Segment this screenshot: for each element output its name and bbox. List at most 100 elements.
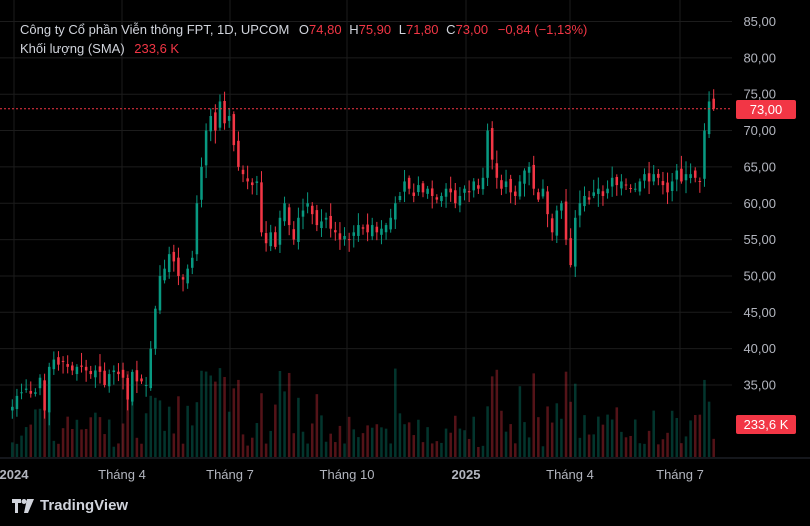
candle-body bbox=[380, 228, 383, 235]
candle-body bbox=[301, 210, 305, 217]
volume-bar bbox=[80, 429, 83, 457]
volume-bar bbox=[638, 443, 642, 457]
candle-body bbox=[158, 275, 162, 311]
candle-body bbox=[167, 254, 171, 273]
volume-bar bbox=[172, 433, 176, 457]
volume-bar bbox=[684, 436, 688, 457]
volume-bar bbox=[61, 428, 65, 457]
volume-bar bbox=[454, 415, 457, 457]
volume-bar bbox=[698, 414, 702, 457]
last-price-tag: 73,00 bbox=[736, 100, 796, 119]
volume-bar bbox=[430, 443, 434, 457]
volume-bar bbox=[661, 439, 665, 457]
volume-bar bbox=[657, 444, 660, 457]
volume-bar bbox=[218, 368, 222, 457]
candle-body bbox=[334, 230, 337, 233]
volume-bar bbox=[190, 425, 194, 457]
candle-body bbox=[610, 177, 614, 187]
candle-body bbox=[57, 357, 60, 365]
volume-bar bbox=[38, 408, 42, 457]
candle-body bbox=[666, 182, 669, 193]
brand-name: TradingView bbox=[40, 497, 129, 514]
candle-body bbox=[126, 377, 129, 400]
candle-body bbox=[573, 217, 577, 267]
volume-bar bbox=[389, 443, 392, 457]
volume-bar bbox=[278, 370, 282, 457]
candle-body bbox=[352, 232, 356, 236]
candle-body bbox=[47, 366, 51, 413]
volume-bar bbox=[366, 425, 369, 457]
volume-bar bbox=[121, 423, 125, 457]
volume-bar bbox=[112, 446, 116, 457]
volume-bar bbox=[647, 430, 651, 457]
candle-body bbox=[61, 360, 65, 362]
volume-bar bbox=[310, 423, 314, 457]
candle-body bbox=[467, 191, 471, 193]
candle-body bbox=[209, 116, 212, 132]
volume-bar bbox=[449, 432, 452, 457]
y-tick-label: 35,00 bbox=[743, 378, 776, 393]
candle-body bbox=[389, 217, 392, 230]
candle-body bbox=[112, 370, 116, 373]
candle-body bbox=[324, 217, 328, 220]
x-tick-label: Tháng 7 bbox=[206, 467, 254, 482]
candle-body bbox=[486, 130, 489, 178]
volume-bar bbox=[163, 430, 166, 457]
candle-body bbox=[181, 277, 185, 280]
price-axis[interactable]: 85,00 80,00 75,00 70,00 65,00 60,00 55,00 50,00… bbox=[743, 14, 776, 393]
volume-bar bbox=[458, 428, 462, 457]
candle-body bbox=[103, 370, 106, 385]
candle-body bbox=[458, 195, 462, 206]
legend-volume-value: 233,6 K bbox=[134, 41, 180, 56]
candle-body bbox=[140, 378, 143, 382]
volume-bar bbox=[237, 379, 240, 457]
volume-bar bbox=[274, 404, 277, 457]
candle-body bbox=[532, 164, 536, 189]
volume-bar bbox=[440, 442, 443, 457]
candle-body bbox=[537, 192, 540, 200]
y-tick-label: 65,00 bbox=[743, 159, 776, 174]
volume-bar bbox=[477, 446, 480, 457]
candle-body bbox=[606, 188, 609, 194]
candle-body bbox=[407, 177, 411, 189]
candle-body bbox=[29, 390, 33, 394]
candle-body bbox=[34, 392, 37, 394]
candle-body bbox=[98, 366, 102, 372]
tradingview-logo[interactable]: TradingView bbox=[12, 497, 128, 514]
candle-body bbox=[366, 224, 369, 233]
candle-body bbox=[250, 182, 254, 186]
candle-body bbox=[689, 174, 692, 179]
candle-body bbox=[550, 218, 554, 233]
candle-body bbox=[454, 190, 457, 204]
candle-body bbox=[684, 174, 688, 181]
candle-body bbox=[578, 203, 582, 216]
volume-bar bbox=[583, 415, 586, 457]
legend-high-value: 75,90 bbox=[358, 22, 392, 37]
volume-bar bbox=[89, 417, 93, 457]
candle-body bbox=[52, 359, 56, 370]
volume-bar bbox=[357, 437, 360, 457]
candle-body bbox=[287, 207, 291, 226]
candle-body bbox=[643, 174, 646, 181]
candles bbox=[11, 89, 715, 426]
candle-body bbox=[297, 217, 300, 242]
volume-bar bbox=[514, 443, 517, 457]
candle-body bbox=[703, 130, 706, 179]
volume-bar bbox=[680, 443, 683, 457]
volume-bar bbox=[181, 443, 185, 457]
volume-bar bbox=[204, 371, 208, 457]
legend-symbol: Công ty Cổ phần Viễn thông FPT, 1D, UPCO… bbox=[20, 22, 290, 37]
candle-body bbox=[131, 371, 134, 402]
candle-body bbox=[560, 203, 563, 211]
y-tick-label: 60,00 bbox=[743, 196, 776, 211]
candle-body bbox=[370, 225, 374, 237]
volume-bar bbox=[177, 396, 180, 457]
candle-body bbox=[398, 195, 402, 200]
candle-body bbox=[481, 177, 485, 190]
volume-bar bbox=[52, 440, 56, 457]
candle-body bbox=[587, 197, 591, 200]
candle-body bbox=[75, 366, 79, 375]
time-axis[interactable]: 2024 Tháng 4 Tháng 7 Tháng 10 2025 Tháng 4 Thá… bbox=[0, 457, 810, 482]
volume-bar bbox=[24, 427, 28, 457]
